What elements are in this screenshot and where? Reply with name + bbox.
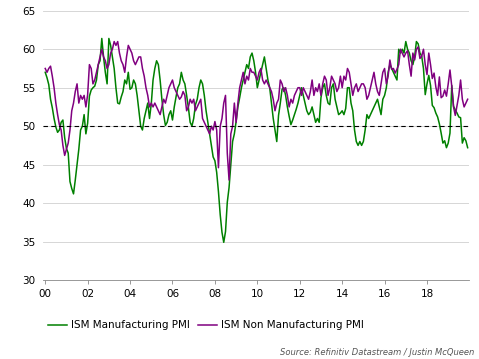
- Line: ISM Non Manufacturing PMI: ISM Non Manufacturing PMI: [45, 42, 468, 180]
- ISM Manufacturing PMI: [70, 192, 76, 196]
- ISM Non Manufacturing PMI: [42, 66, 48, 71]
- ISM Non Manufacturing PMI: [187, 97, 193, 101]
- ISM Non Manufacturing PMI: [111, 39, 117, 44]
- Legend: ISM Manufacturing PMI, ISM Non Manufacturing PMI: ISM Manufacturing PMI, ISM Non Manufactu…: [48, 320, 364, 330]
- ISM Manufacturing PMI: [42, 70, 48, 74]
- ISM Manufacturing PMI: [60, 118, 66, 122]
- ISM Manufacturing PMI: [438, 131, 444, 135]
- ISM Non Manufacturing PMI: [325, 93, 331, 98]
- Text: Source: Refinitiv Datastream / Justin McQueen: Source: Refinitiv Datastream / Justin Mc…: [280, 348, 474, 357]
- ISM Non Manufacturing PMI: [438, 95, 444, 100]
- Line: ISM Manufacturing PMI: ISM Manufacturing PMI: [45, 38, 468, 242]
- ISM Manufacturing PMI: [325, 101, 331, 105]
- ISM Manufacturing PMI: [187, 120, 193, 125]
- ISM Manufacturing PMI: [221, 240, 227, 244]
- ISM Non Manufacturing PMI: [70, 101, 76, 105]
- ISM Non Manufacturing PMI: [465, 97, 470, 101]
- ISM Non Manufacturing PMI: [60, 143, 66, 148]
- ISM Non Manufacturing PMI: [226, 178, 232, 182]
- ISM Manufacturing PMI: [465, 145, 470, 150]
- ISM Manufacturing PMI: [111, 66, 117, 71]
- ISM Manufacturing PMI: [99, 36, 105, 41]
- ISM Non Manufacturing PMI: [110, 47, 115, 51]
